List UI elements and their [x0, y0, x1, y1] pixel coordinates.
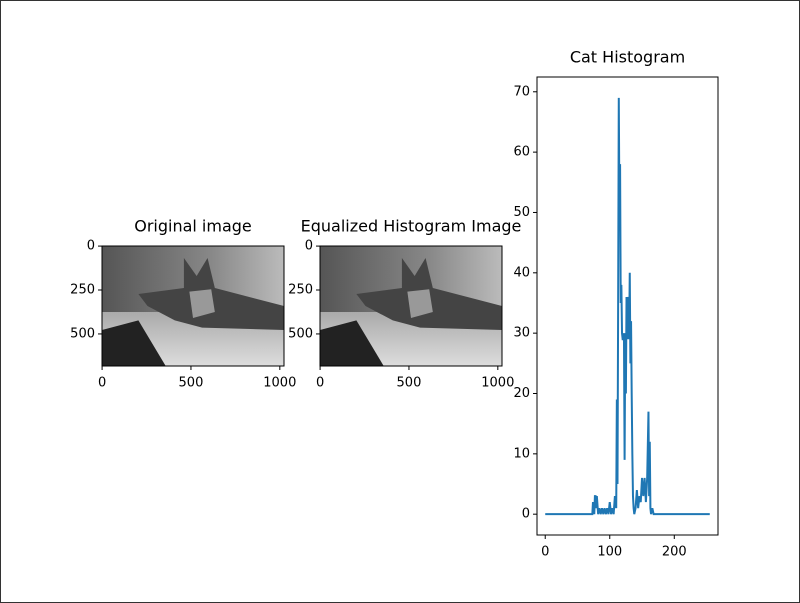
y-tick-label: 250	[288, 283, 313, 298]
y-tick-label: 500	[288, 326, 313, 341]
y-tick-label: 50	[513, 205, 530, 220]
axes-frame	[536, 76, 719, 536]
x-tick-label: 0	[98, 376, 106, 391]
image-cat-light	[189, 289, 215, 318]
x-tick-label: 1000	[263, 376, 296, 391]
x-tick-label: 200	[662, 545, 687, 560]
chart-title: Cat Histogram	[570, 48, 685, 67]
y-tick-label: 250	[70, 283, 95, 298]
chart-title: Original image	[134, 217, 252, 236]
x-tick-label: 500	[179, 376, 204, 391]
y-tick-label: 70	[513, 84, 530, 99]
image	[102, 246, 284, 366]
x-tick-label: 0	[316, 376, 324, 391]
y-tick-label: 60	[513, 145, 530, 160]
image-shadow	[102, 320, 166, 366]
y-tick-label: 0	[87, 239, 95, 254]
axes-frame	[319, 245, 503, 367]
y-tick-label: 40	[513, 265, 530, 280]
x-tick-label: 100	[597, 545, 622, 560]
image-shadow	[320, 320, 384, 366]
line	[545, 97, 710, 516]
y-tick-label: 20	[513, 386, 530, 401]
image	[320, 246, 502, 366]
x-tick-label: 500	[397, 376, 422, 391]
image-cat-light	[407, 289, 433, 318]
y-tick-label: 0	[522, 507, 530, 522]
y-tick-label: 30	[513, 326, 530, 341]
y-tick-label: 500	[70, 326, 95, 341]
x-tick-label: 0	[541, 545, 549, 560]
axes-background	[537, 37, 718, 535]
axes-frame	[101, 245, 285, 367]
x-tick-label: 1000	[481, 376, 514, 391]
y-tick-label: 10	[513, 446, 530, 461]
chart-title: Equalized Histogram Image	[301, 217, 522, 236]
y-tick-label: 0	[305, 239, 313, 254]
